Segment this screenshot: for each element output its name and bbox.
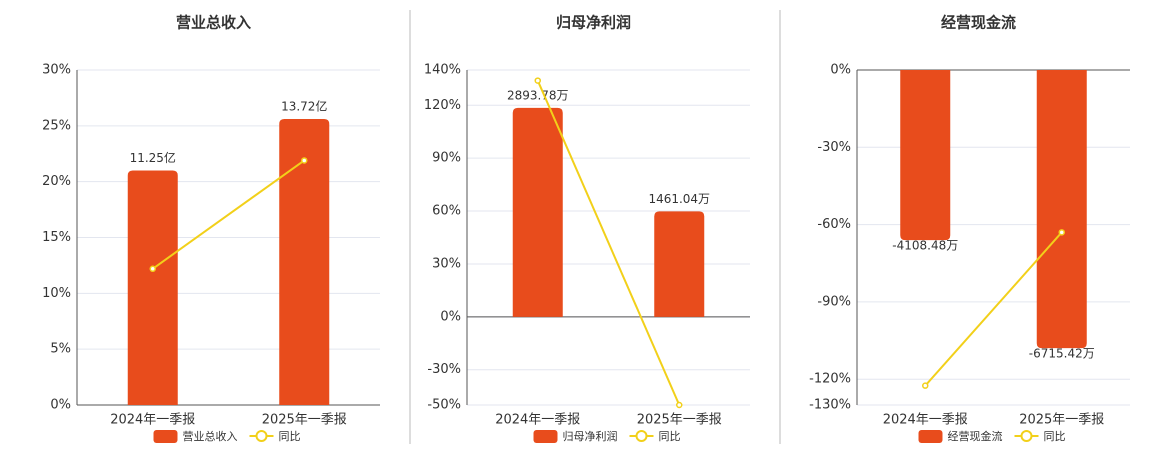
- x-tick-label: 2024年一季报: [495, 413, 580, 428]
- line: [924, 231, 1063, 387]
- y-tick-label: -50%: [427, 398, 461, 413]
- bar: [512, 107, 563, 317]
- x-tick-label: 2025年一季报: [1019, 413, 1104, 428]
- bar: [654, 211, 705, 317]
- line-point: [1058, 229, 1065, 236]
- y-tick-label: -30%: [427, 362, 461, 377]
- y-tick-label: 60%: [432, 204, 461, 219]
- bar: [279, 118, 330, 405]
- legend-label: 同比: [659, 430, 681, 443]
- line: [152, 159, 305, 270]
- y-tick-label: 10%: [42, 286, 71, 301]
- y-tick-label: 140%: [424, 63, 461, 78]
- legend-swatch: [635, 430, 648, 442]
- y-tick-label: -90%: [817, 294, 851, 309]
- x-tick-label: 2025年一季报: [262, 413, 347, 428]
- line-point: [149, 265, 156, 273]
- legend-swatch: [533, 430, 558, 443]
- data-label: 1461.04万: [648, 192, 710, 206]
- y-tick-label: 30%: [42, 63, 71, 78]
- line-point: [301, 157, 308, 164]
- x-tick-label: 2025年一季报: [637, 413, 722, 428]
- line-point: [534, 77, 541, 84]
- legend-label: 归母净利润: [563, 429, 618, 443]
- data-label: -4108.48万: [892, 239, 958, 253]
- y-tick-label: 20%: [42, 174, 71, 189]
- legend-swatch: [153, 430, 178, 443]
- legend-label: 营业总收入: [183, 429, 238, 443]
- bar: [127, 170, 178, 405]
- y-tick-label: 30%: [432, 256, 461, 271]
- line-point: [676, 401, 683, 409]
- chart-title: 营业总收入: [176, 14, 251, 32]
- y-tick-label: -120%: [809, 372, 851, 387]
- line: [536, 80, 681, 406]
- y-tick-label: 0%: [50, 398, 71, 413]
- y-tick-label: 15%: [42, 230, 71, 245]
- data-label: -6715.42万: [1029, 347, 1095, 361]
- data-label: 2893.78万: [507, 88, 569, 102]
- y-tick-label: -60%: [817, 217, 851, 232]
- legend-label: 同比: [279, 430, 301, 443]
- x-tick-label: 2024年一季报: [110, 413, 195, 428]
- data-label: 11.25亿: [130, 150, 176, 165]
- y-tick-label: 90%: [432, 151, 461, 166]
- legend-swatch: [918, 430, 943, 443]
- y-tick-label: 0%: [440, 309, 461, 324]
- bar: [900, 70, 951, 241]
- y-tick-label: -30%: [817, 140, 851, 155]
- data-label: 13.72亿: [281, 98, 327, 113]
- y-tick-label: 25%: [42, 118, 71, 133]
- y-tick-label: 0%: [830, 63, 851, 78]
- x-tick-label: 2024年一季报: [883, 413, 968, 428]
- y-tick-label: 5%: [50, 342, 71, 357]
- y-tick-label: -130%: [809, 398, 851, 413]
- chart-title: 经营现金流: [941, 14, 1016, 32]
- legend-swatch: [1020, 430, 1033, 442]
- y-tick-label: 120%: [424, 98, 461, 113]
- legend-swatch: [255, 430, 268, 442]
- bar: [1036, 70, 1087, 349]
- legend-label: 同比: [1044, 430, 1066, 443]
- legend-label: 经营现金流: [948, 429, 1003, 443]
- chart-title: 归母净利润: [556, 14, 631, 32]
- line-point: [922, 382, 929, 389]
